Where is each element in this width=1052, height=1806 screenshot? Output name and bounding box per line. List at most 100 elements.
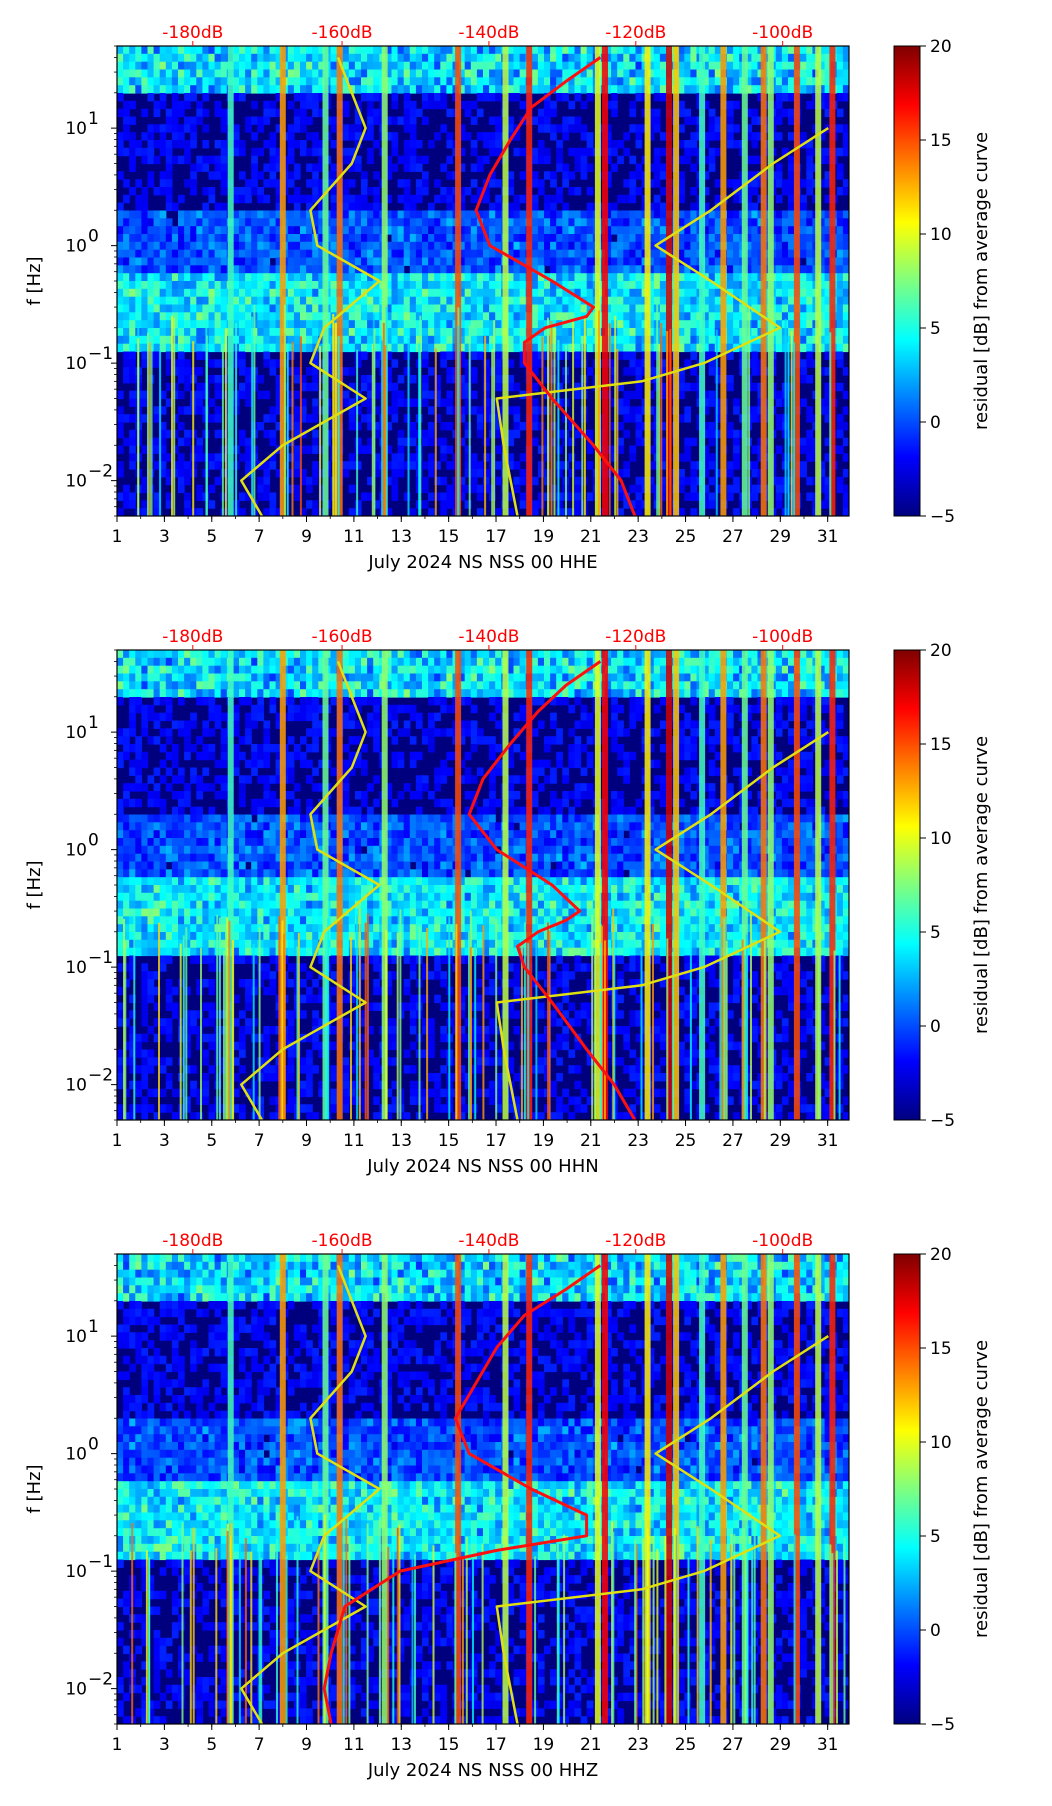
heatmap-cell: [415, 108, 423, 118]
heatmap-cell: [196, 100, 203, 110]
heatmap-cell: [141, 265, 149, 274]
heatmap-cell: [556, 234, 563, 243]
heatmap-cell: [836, 249, 844, 259]
heatmap-cell: [440, 249, 447, 259]
heatmap-cell: [702, 445, 710, 454]
heatmap-cell: [385, 288, 393, 298]
heatmap-cell: [385, 296, 393, 306]
heatmap-cell: [415, 61, 423, 71]
heatmap-cell: [647, 288, 655, 298]
heatmap-cell: [617, 343, 624, 353]
heatmap-cell: [245, 343, 252, 353]
heatmap-cell: [708, 312, 716, 321]
heatmap-cell: [165, 171, 173, 180]
heatmap-cell: [342, 461, 350, 470]
heatmap-cell: [690, 257, 698, 266]
heatmap-cell: [800, 281, 807, 290]
heatmap-cell: [190, 210, 197, 219]
heatmap-cell: [550, 492, 557, 501]
heatmap-cell: [781, 304, 789, 313]
heatmap-cell: [300, 414, 307, 423]
heatmap-cell: [153, 288, 161, 298]
heatmap-cell: [373, 422, 380, 431]
heatmap-cell: [373, 69, 380, 78]
heatmap-cell: [422, 461, 429, 470]
heatmap-cell: [684, 85, 691, 94]
heatmap-cell: [727, 124, 734, 133]
heatmap-cell: [842, 288, 849, 298]
heatmap-cell: [159, 273, 167, 282]
heatmap-cell: [659, 234, 667, 243]
heatmap-cell: [476, 461, 484, 470]
heatmap-cell: [275, 257, 283, 266]
heatmap-cell: [141, 210, 149, 219]
heatmap-cell: [800, 77, 807, 86]
heatmap-cell: [117, 249, 124, 259]
heatmap-cell: [178, 265, 185, 274]
heatmap-cell: [428, 367, 435, 376]
heatmap-cell: [293, 93, 301, 102]
heatmap-cell: [727, 320, 734, 329]
heatmap-cell: [415, 257, 423, 266]
heatmap-cell: [178, 343, 185, 353]
heatmap-cell: [702, 453, 710, 462]
heatmap-cell: [727, 265, 734, 274]
heatmap-cell: [214, 328, 222, 337]
heatmap-cell: [440, 61, 447, 71]
heatmap-cell: [428, 429, 435, 439]
heatmap-cell: [635, 288, 643, 298]
heatmap-cell: [178, 484, 185, 494]
heatmap-cell: [287, 147, 295, 157]
heatmap-cell: [708, 273, 716, 282]
heatmap-cell: [580, 226, 588, 235]
heatmap-cell: [257, 390, 264, 400]
heatmap-cell: [708, 85, 716, 94]
heatmap-cell: [367, 476, 374, 486]
heatmap-cell: [470, 265, 478, 274]
heatmap-cell: [184, 382, 191, 392]
heatmap-cell: [232, 187, 240, 196]
heatmap-cell: [531, 422, 539, 431]
heatmap-cell: [373, 461, 380, 470]
heatmap-cell: [702, 335, 710, 345]
heatmap-cell: [550, 249, 557, 259]
heatmap-cell: [293, 108, 301, 118]
heatmap-cell: [745, 61, 752, 71]
heatmap-cell: [269, 171, 277, 180]
heatmap-cell: [476, 265, 484, 274]
heatmap-cell: [733, 273, 740, 282]
heatmap-cell: [446, 375, 454, 384]
heatmap-cell: [135, 234, 142, 243]
heatmap-cell: [403, 108, 411, 118]
heatmap-cell: [293, 273, 301, 282]
heatmap-cell: [647, 77, 655, 86]
heatmap-cell: [257, 476, 264, 486]
heatmap-cell: [562, 296, 569, 306]
heatmap-cell: [727, 422, 734, 431]
heatmap-cell: [763, 484, 771, 494]
heatmap-cell: [653, 61, 661, 71]
heatmap-cell: [537, 492, 545, 501]
heatmap-cell: [153, 445, 161, 454]
heatmap-cell: [293, 453, 301, 462]
heatmap-cell: [245, 116, 252, 125]
heatmap-cell: [184, 226, 191, 235]
heatmap-cell: [147, 77, 155, 86]
heatmap-cell: [159, 140, 167, 149]
heatmap-cell: [440, 351, 447, 360]
heatmap-cell: [690, 304, 698, 313]
heatmap-cell: [531, 328, 539, 337]
heatmap-cell: [653, 53, 661, 63]
heatmap-cell: [781, 210, 789, 219]
heatmap-cell: [373, 359, 380, 368]
heatmap-cell: [257, 257, 264, 266]
heatmap-cell: [385, 116, 393, 125]
heatmap-cell: [196, 210, 203, 219]
heatmap-cell: [428, 140, 435, 149]
heatmap-cell: [550, 132, 557, 141]
heatmap-cell: [751, 187, 759, 196]
heatmap-cell: [513, 85, 521, 94]
heatmap-cell: [196, 320, 203, 329]
heatmap-cell: [775, 390, 783, 400]
heatmap-cell: [489, 61, 496, 71]
